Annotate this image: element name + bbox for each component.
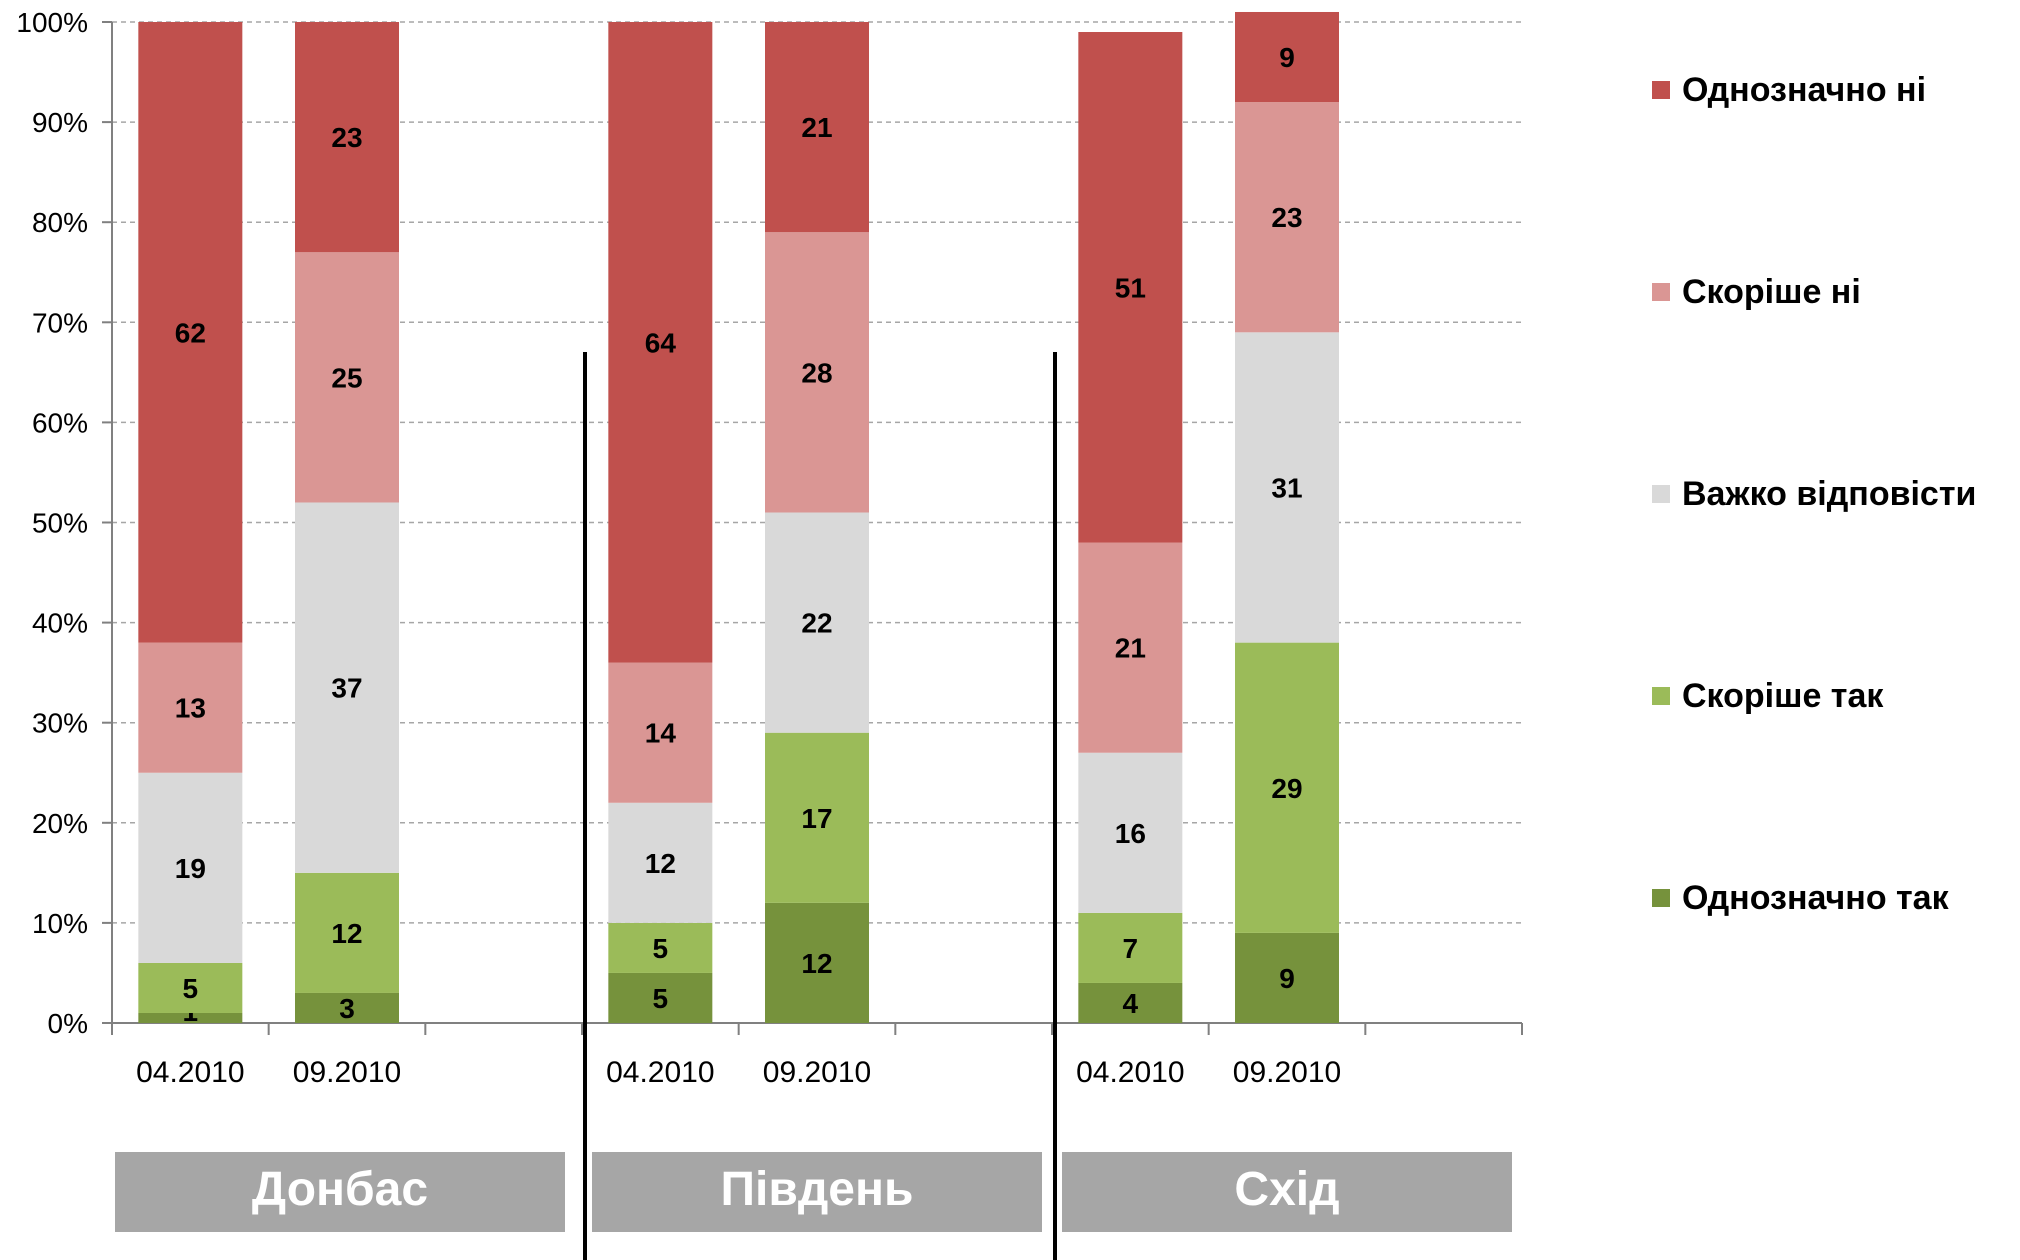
legend-label: Однозначно так	[1682, 878, 1949, 917]
bar-segment-важко-відповісти	[608, 802, 713, 923]
data-label: 16	[1115, 818, 1146, 849]
data-label: 12	[331, 918, 362, 949]
data-label: 3	[339, 993, 355, 1024]
data-label: 5	[653, 983, 669, 1014]
legend-label: Скоріше так	[1682, 676, 1884, 715]
data-label: 12	[801, 948, 832, 979]
bar-segment-однозначно-ні	[1078, 32, 1183, 543]
y-tick-label: 40%	[32, 608, 88, 639]
legend-item: Скоріше ні	[1652, 272, 1861, 312]
bar-segment-важко-відповісти	[1078, 752, 1183, 913]
data-label: 9	[1279, 42, 1295, 73]
data-label: 64	[645, 327, 677, 358]
bar-segment-скоріше-ні	[138, 642, 243, 773]
bar-segment-скоріше-так	[295, 872, 399, 993]
data-label: 13	[175, 693, 206, 724]
x-tick-label: 09.2010	[293, 1056, 401, 1089]
legend-item: Однозначно ні	[1652, 70, 1926, 110]
data-label: 17	[801, 803, 832, 834]
y-tick-label: 70%	[32, 307, 88, 338]
data-label: 9	[1279, 963, 1295, 994]
x-tick-label: 04.2010	[606, 1056, 714, 1089]
legend-swatch	[1652, 81, 1670, 99]
legend-label: Однозначно ні	[1682, 70, 1927, 109]
bar-segment-однозначно-ні	[608, 22, 713, 663]
legend-item: Однозначно так	[1652, 878, 1949, 918]
bar-segment-скоріше-так	[138, 962, 243, 1013]
bar-segment-однозначно-ні	[138, 22, 243, 643]
bar-segment-однозначно-ні	[1235, 11, 1339, 103]
y-tick-label: 20%	[32, 808, 88, 839]
data-label: 25	[331, 362, 362, 393]
y-tick-label: 80%	[32, 207, 88, 238]
bar-segment-однозначно-так	[295, 992, 399, 1023]
legend-label: Скоріше ні	[1682, 272, 1861, 311]
data-label: 62	[175, 317, 206, 348]
data-label: 12	[645, 848, 676, 879]
bar-segment-однозначно-ні	[765, 22, 869, 233]
bar-segment-скоріше-ні	[295, 252, 399, 503]
data-label: 7	[1123, 933, 1139, 964]
data-label: 29	[1271, 773, 1302, 804]
data-label: 5	[183, 973, 199, 1004]
legend-swatch	[1652, 687, 1670, 705]
y-tick-label: 50%	[32, 508, 88, 539]
bar-segment-скоріше-так	[608, 922, 713, 973]
bar-segment-однозначно-ні	[295, 22, 399, 253]
bar-segment-скоріше-ні	[1078, 542, 1183, 753]
y-tick-label: 0%	[48, 1008, 88, 1039]
data-label: 31	[1271, 472, 1302, 503]
bar-segment-скоріше-ні	[765, 232, 869, 513]
bar-segment-однозначно-так	[1235, 932, 1339, 1023]
y-tick-label: 30%	[32, 708, 88, 739]
legend-item: Важко відповісти	[1652, 474, 1976, 514]
data-label: 23	[331, 122, 362, 153]
bar-segment-скоріше-так	[765, 732, 869, 903]
y-tick-label: 60%	[32, 407, 88, 438]
y-tick-label: 90%	[32, 107, 88, 138]
bar-segment-скоріше-ні	[608, 662, 713, 803]
legend-item: Скоріше так	[1652, 676, 1883, 716]
group-label: Південь	[720, 1163, 913, 1216]
data-label: 37	[331, 673, 362, 704]
data-label: 28	[801, 357, 832, 388]
data-label: 14	[645, 718, 677, 749]
bar-segment-однозначно-так	[1078, 982, 1183, 1023]
bar-segment-важко-відповісти	[295, 502, 399, 873]
bar-segment-однозначно-так	[765, 902, 869, 1023]
x-tick-label: 09.2010	[1233, 1056, 1341, 1089]
bar-segment-скоріше-так	[1235, 642, 1339, 933]
data-label: 22	[801, 608, 832, 639]
bar-segment-однозначно-так	[138, 1012, 243, 1023]
bar-segment-важко-відповісти	[765, 512, 869, 733]
x-tick-label: 09.2010	[763, 1056, 871, 1089]
x-tick-label: 04.2010	[1076, 1056, 1184, 1089]
bar-segment-однозначно-так	[608, 972, 713, 1023]
group-label-box	[115, 1152, 565, 1232]
y-tick-label: 10%	[32, 908, 88, 939]
data-label: 23	[1271, 202, 1302, 233]
legend-swatch	[1652, 485, 1670, 503]
bar-segment-важко-відповісти	[138, 772, 243, 963]
legend-label: Важко відповісти	[1682, 474, 1977, 513]
data-label: 5	[653, 933, 669, 964]
x-tick-label: 04.2010	[136, 1056, 244, 1089]
bar-segment-скоріше-ні	[1235, 102, 1339, 333]
legend-swatch	[1652, 283, 1670, 301]
group-label: Схід	[1234, 1163, 1339, 1216]
legend-swatch	[1652, 889, 1670, 907]
bar-segment-скоріше-так	[1078, 912, 1183, 983]
group-label-box	[1062, 1152, 1512, 1232]
data-label: 21	[801, 112, 832, 143]
group-label-box	[592, 1152, 1042, 1232]
data-label: 19	[175, 853, 206, 884]
group-label: Донбас	[252, 1163, 428, 1216]
data-label: 21	[1115, 633, 1146, 664]
bar-segment-важко-відповісти	[1235, 332, 1339, 643]
data-label: 4	[1123, 988, 1139, 1019]
y-tick-label: 100%	[16, 7, 88, 38]
data-label: 51	[1115, 272, 1146, 303]
